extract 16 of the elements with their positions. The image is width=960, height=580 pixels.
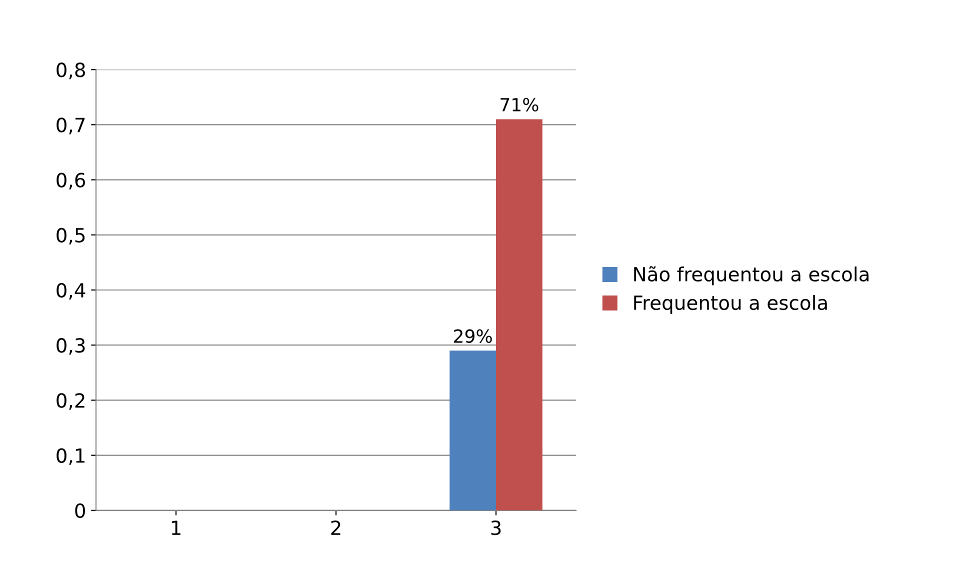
data-label: 71% <box>500 98 538 112</box>
y-tick-label: 0,3 <box>56 338 85 355</box>
y-tick-label: 0,4 <box>56 282 86 300</box>
y-tick-label: 0,6 <box>56 172 86 190</box>
y-tick-label: 0,8 <box>56 62 85 80</box>
x-tick-label: 1 <box>172 520 180 535</box>
x-tick-label: 2 <box>331 520 340 535</box>
data-label: 29% <box>454 329 492 343</box>
legend-label: Não frequentou a escola <box>634 266 868 286</box>
y-tick-label: 0 <box>75 503 85 518</box>
y-tick-label: 0,2 <box>56 393 84 410</box>
x-tick-label: 3 <box>491 520 501 536</box>
y-tick-label: 0,7 <box>56 118 85 134</box>
y-tick-label: 0,1 <box>56 448 84 465</box>
legend-label: Frequentou a escola <box>634 295 827 314</box>
y-tick-label: 0,5 <box>56 228 85 245</box>
